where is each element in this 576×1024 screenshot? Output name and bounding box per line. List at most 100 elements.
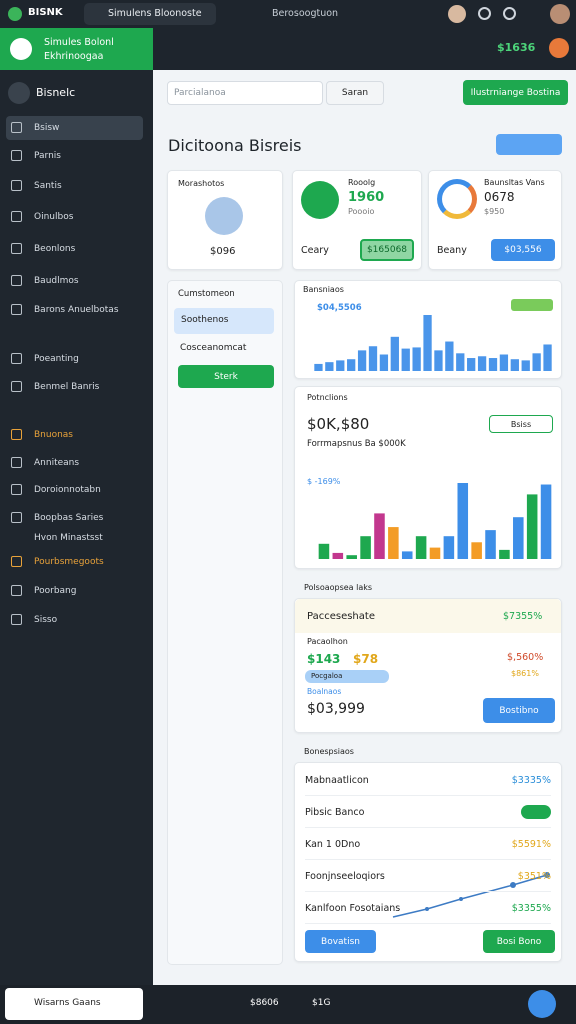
card-button[interactable]: $03,556 xyxy=(491,239,555,261)
list-button[interactable]: Bosi Bono xyxy=(483,930,555,953)
list-row[interactable]: Foonjnseeloqiors $351% xyxy=(305,861,551,892)
avatar[interactable] xyxy=(549,38,569,58)
list-button[interactable]: Bovatisn xyxy=(305,930,376,953)
chart-button[interactable]: Bsiss xyxy=(489,415,553,433)
summary-head-label: Pacceseshate xyxy=(307,611,375,622)
search-button[interactable]: Saran xyxy=(326,81,384,105)
nav-item[interactable]: Benmel Banris xyxy=(34,382,100,392)
avatar xyxy=(301,181,339,219)
nav-icon xyxy=(11,512,22,523)
bar xyxy=(325,362,334,371)
bar xyxy=(521,360,530,371)
list-row[interactable]: Kan 1 0Dno $5591% xyxy=(305,829,551,860)
donut xyxy=(437,179,477,219)
nav-active xyxy=(6,116,143,140)
tab[interactable] xyxy=(84,3,216,25)
nav-item[interactable]: Poorbang xyxy=(34,586,77,596)
nav-icon xyxy=(11,353,22,364)
placeholder: Parcialanoa xyxy=(174,88,226,98)
bar xyxy=(429,547,441,559)
bar xyxy=(434,350,443,371)
bar xyxy=(467,358,476,371)
card-foot: Beany xyxy=(437,245,467,256)
card-value: 0678 xyxy=(484,190,515,204)
toggle-button[interactable] xyxy=(496,134,562,155)
tab-label: Berosoogtuon xyxy=(272,8,339,19)
nav-icon xyxy=(11,243,22,254)
summary-total: $03,999 xyxy=(307,701,365,717)
nav-item[interactable]: Bnuonas xyxy=(34,430,73,440)
icon[interactable] xyxy=(503,7,516,20)
nav-icon xyxy=(11,556,22,567)
taskbar-search[interactable] xyxy=(5,988,143,1020)
chart-card: Bansniaos $04,5506 xyxy=(294,280,562,379)
nav-item[interactable]: Baudlmos xyxy=(34,276,79,286)
filter-option[interactable]: Soothenos xyxy=(174,308,274,334)
nav-item[interactable]: Beonlons xyxy=(34,244,76,254)
sparkline xyxy=(392,872,550,918)
bar xyxy=(388,527,399,559)
bar xyxy=(347,359,356,371)
nav-item[interactable]: Parnis xyxy=(34,151,61,161)
nav-item[interactable]: Santis xyxy=(34,181,62,191)
bar xyxy=(314,363,323,371)
bar xyxy=(401,348,410,371)
search-input[interactable]: Parcialanoa xyxy=(167,81,323,105)
card-button[interactable]: $165068 xyxy=(360,239,414,261)
nav-item[interactable]: Pourbsmegoots xyxy=(34,557,104,567)
top-bar: BISNK Simulens Bloonoste Berosoogtuon xyxy=(0,0,576,28)
bar xyxy=(401,551,413,559)
bar-chart xyxy=(314,315,552,371)
app-icon xyxy=(8,7,22,21)
card-label: Rooolg xyxy=(348,178,376,187)
summary-value: $78 xyxy=(353,652,379,666)
bar xyxy=(379,354,389,371)
avatar[interactable] xyxy=(550,4,570,24)
nav-icon xyxy=(11,275,22,286)
nav-item[interactable]: Anniteans xyxy=(34,458,80,468)
nav-icon xyxy=(11,429,22,440)
action-button[interactable]: Ilustrniange Bostina xyxy=(463,80,568,105)
summary-card: Pacceseshate $7355% Pacaolhon $143 $78 $… xyxy=(294,598,562,733)
filter-panel: Cumstomeon Soothenos Cosceanomcat Sterk xyxy=(167,280,283,965)
bar xyxy=(457,483,469,559)
nav-item[interactable]: Poeanting xyxy=(34,354,79,364)
filter-button[interactable]: Sterk xyxy=(178,365,274,388)
nav-item[interactable]: Boopbas Saries Hvon Minastsst xyxy=(34,513,104,543)
nav-item[interactable]: Doroionnotabn xyxy=(34,485,101,495)
nav-item[interactable]: Bsisw xyxy=(34,123,60,133)
toggle[interactable] xyxy=(521,805,551,819)
nav-item[interactable]: Oinulbos xyxy=(34,212,74,222)
filter-option[interactable]: Cosceanomcat xyxy=(180,343,247,353)
card-sub: Poooio xyxy=(348,207,375,216)
summary-value: $,560% xyxy=(507,652,544,663)
icon[interactable] xyxy=(478,7,491,20)
bar xyxy=(477,356,487,371)
taskbar-icon[interactable] xyxy=(528,990,556,1018)
bar xyxy=(357,350,367,371)
list-row[interactable]: Kanlfoon Fosotaians $3355% xyxy=(305,893,551,924)
summary-head-value: $7355% xyxy=(503,611,543,622)
bar-chart xyxy=(318,483,552,559)
filter-title: Cumstomeon xyxy=(178,289,235,299)
nav-item[interactable]: Sisso xyxy=(34,615,58,625)
taskbar-item[interactable]: $1G xyxy=(312,998,331,1008)
stat-card: Morashotos $096 xyxy=(167,170,283,270)
bar xyxy=(510,359,519,371)
taskbar-item[interactable]: $8606 xyxy=(250,998,279,1008)
card-value: 1960 xyxy=(348,190,385,205)
nav-icon xyxy=(11,381,22,392)
summary-button[interactable]: Bostibno xyxy=(483,698,555,723)
row-value: $3355% xyxy=(511,902,551,914)
chart-title: Potnclions xyxy=(307,393,348,402)
row-name: Pibsic Banco xyxy=(305,806,365,818)
bar xyxy=(526,494,538,559)
nav-item[interactable]: Barons Anuelbotas xyxy=(34,305,119,315)
chart-title: Bansniaos xyxy=(303,285,344,294)
list-row[interactable]: Mabnaatlicon $3335% xyxy=(305,765,551,796)
list-row[interactable]: Pibsic Banco xyxy=(305,797,551,828)
avatar[interactable] xyxy=(448,5,466,23)
summary-value: $143 xyxy=(307,652,341,666)
bar xyxy=(332,552,344,559)
